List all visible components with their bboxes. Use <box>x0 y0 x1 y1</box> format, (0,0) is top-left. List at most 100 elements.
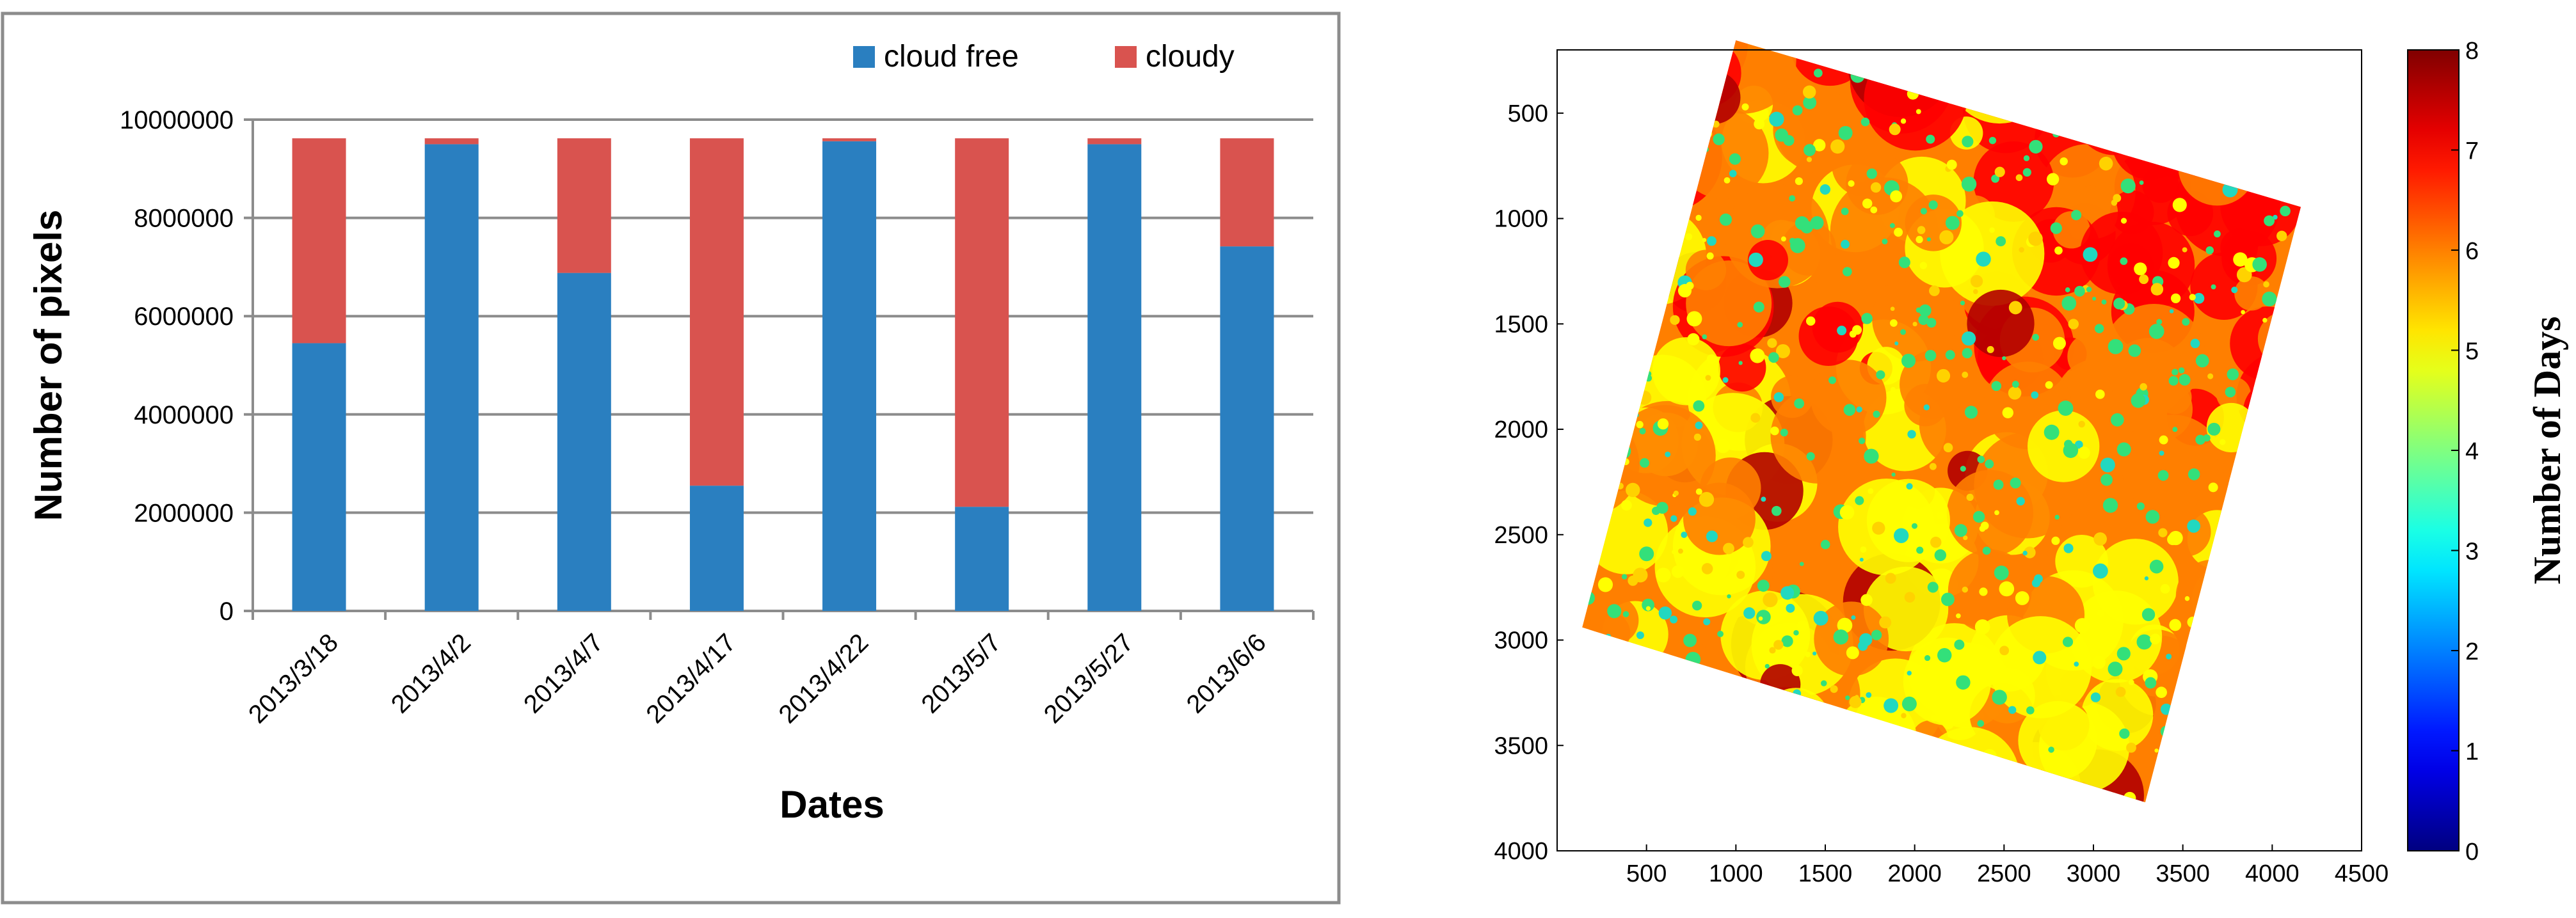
heatmap-speckle <box>1762 777 1772 786</box>
heatmap-patch <box>1919 727 2020 803</box>
colorbar-tick-label: 2 <box>2465 638 2479 665</box>
heatmap-speckle <box>1716 710 1722 716</box>
heatmap-speckle <box>1635 413 1639 418</box>
heatmap-speckle <box>2138 67 2148 79</box>
heatmap-speckle <box>2111 200 2118 206</box>
heatmap-speckle <box>1750 413 1761 423</box>
heatmap-speckle <box>2148 324 2164 339</box>
heatmap-speckle <box>2263 281 2269 288</box>
heatmap-speckle <box>1946 47 1956 56</box>
heatmap-speckle <box>1754 118 1765 130</box>
heatmap-speckle <box>1706 354 1716 365</box>
heatmap-speckle <box>2252 589 2267 604</box>
heatmap-speckle <box>2216 693 2221 698</box>
heatmap-speckle <box>1794 398 1805 409</box>
heatmap-speckle <box>1900 329 1907 335</box>
heatmap-speckle <box>2031 578 2040 588</box>
heatmap-patch <box>2161 507 2211 557</box>
heatmap-speckle <box>1845 695 1850 700</box>
heatmap-x-tick-label: 2500 <box>1977 860 2031 887</box>
heatmap-speckle <box>1991 756 1996 761</box>
heatmap-speckle <box>2270 434 2283 447</box>
heatmap-patch <box>1917 40 2015 93</box>
heatmap-speckle <box>1846 646 1859 660</box>
heatmap-speckle <box>1636 390 1652 405</box>
heatmap-speckle <box>1885 573 1896 584</box>
heatmap-speckle <box>1717 631 1724 637</box>
bar-cloud-free <box>557 273 611 612</box>
heatmap-speckle <box>2275 528 2285 538</box>
heatmap-speckle <box>1904 592 1916 603</box>
heatmap-speckle <box>2038 69 2051 83</box>
heatmap-speckle <box>1724 177 1731 184</box>
heatmap-speckle <box>1711 745 1722 756</box>
heatmap-patch <box>2175 559 2249 633</box>
heatmap-speckle <box>1890 386 1896 392</box>
heatmap-speckle <box>1924 655 1931 661</box>
heatmap-speckle <box>2031 775 2038 783</box>
heatmap-speckle <box>1960 300 1965 306</box>
heatmap-speckle <box>1665 161 1674 170</box>
heatmap-speckle <box>2189 294 2196 301</box>
heatmap-speckle <box>1736 571 1745 580</box>
heatmap-speckle <box>2211 767 2223 779</box>
heatmap-speckle <box>2052 336 2066 350</box>
heatmap-speckle <box>1692 766 1701 775</box>
heatmap-speckle <box>2228 633 2239 644</box>
heatmap-speckle <box>1710 793 1720 803</box>
heatmap-patch <box>1761 688 1830 757</box>
heatmap-speckle <box>1592 511 1608 526</box>
heatmap-speckle <box>2236 104 2246 114</box>
heatmap-speckle <box>2212 563 2225 575</box>
colorbar-tick-label: 5 <box>2465 338 2479 365</box>
heatmap-speckle <box>2291 652 2301 664</box>
heatmap-speckle <box>1634 381 1645 392</box>
heatmap-speckle <box>1934 549 1947 562</box>
heatmap-speckle <box>2200 735 2212 747</box>
heatmap-speckle <box>1636 421 1644 429</box>
heatmap-speckle <box>1949 70 1954 74</box>
colorbar-tick-label: 8 <box>2465 38 2479 65</box>
heatmap-patch <box>2232 481 2301 568</box>
heatmap-speckle <box>1756 701 1772 717</box>
heatmap-speckle <box>1695 421 1703 429</box>
heatmap-speckle <box>1883 762 1896 775</box>
heatmap-speckle <box>1644 301 1649 306</box>
heatmap-speckle <box>1866 692 1872 698</box>
heatmap-speckle <box>1639 546 1654 562</box>
heatmap-speckle <box>2268 141 2273 148</box>
heatmap-speckle <box>2244 498 2254 508</box>
heatmap-speckle <box>2169 619 2182 631</box>
heatmap-patch <box>2251 499 2289 537</box>
heatmap-speckle <box>1848 180 1855 187</box>
heatmap-patch <box>1687 71 1741 124</box>
heatmap-speckle <box>1727 594 1731 599</box>
heatmap-speckle <box>2044 424 2060 440</box>
heatmap-speckle <box>1582 546 1590 558</box>
heatmap-speckle <box>1748 699 1755 706</box>
heatmap-speckle <box>1873 410 1880 418</box>
heatmap-speckle <box>2095 390 2105 399</box>
heatmap-speckle <box>1695 214 1702 221</box>
heatmap-speckle <box>2223 129 2230 136</box>
heatmap-speckle <box>1855 496 1864 505</box>
heatmap-speckle <box>2065 287 2070 292</box>
heatmap-speckle <box>1761 551 1772 562</box>
heatmap-speckle <box>2222 182 2238 198</box>
heatmap-speckle <box>1618 72 1629 83</box>
heatmap-speckle <box>2159 450 2164 456</box>
heatmap-speckle <box>2074 661 2079 667</box>
heatmap-speckle <box>1813 139 1826 152</box>
heatmap-speckle <box>2209 81 2223 95</box>
heatmap-patch <box>1900 350 1968 419</box>
heatmap-speckle <box>2242 74 2247 79</box>
heatmap-speckle <box>1770 426 1779 436</box>
heatmap-speckle <box>1915 72 1923 81</box>
heatmap-speckle <box>1945 350 1955 360</box>
heatmap-speckle <box>2172 368 2179 376</box>
heatmap-speckle <box>1599 417 1608 426</box>
heatmap-speckle <box>2171 770 2184 784</box>
heatmap-speckle <box>1923 765 1933 775</box>
heatmap-speckle <box>1810 216 1824 230</box>
heatmap-speckle <box>1703 618 1711 626</box>
